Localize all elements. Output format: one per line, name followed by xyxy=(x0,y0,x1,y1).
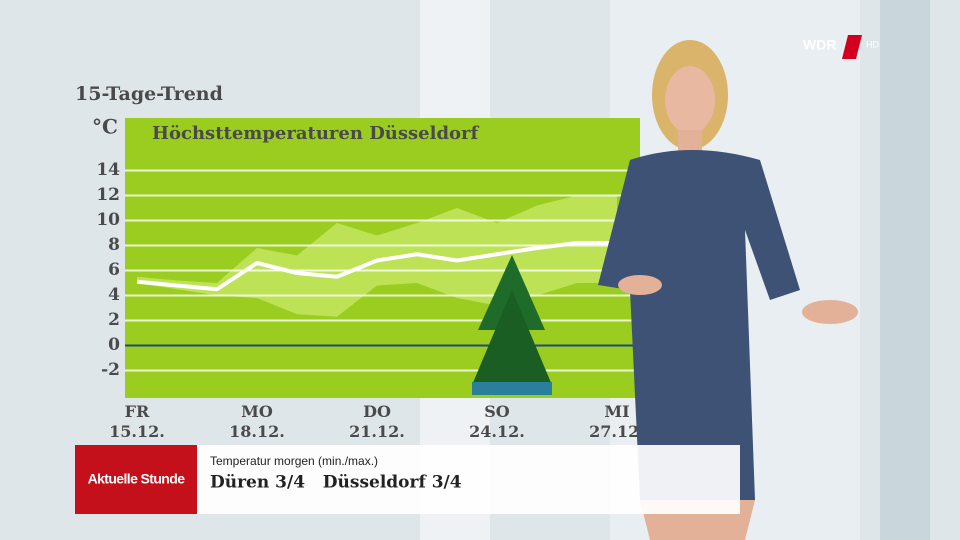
chart-title: Höchsttemperaturen Düsseldorf xyxy=(152,123,480,144)
tree-bottom xyxy=(472,290,552,385)
plot: -2 0 2 4 6 8 10 12 14 FR 15.12. MO 18.12. DO 21.12. SO 2… xyxy=(96,118,645,441)
trend-label: 15-Tage-Trend xyxy=(75,83,223,105)
logo-mark xyxy=(842,35,862,59)
y-tick-label: 2 xyxy=(108,310,120,330)
y-tick-label: 12 xyxy=(96,185,120,205)
logo-text: WDR xyxy=(803,37,836,53)
presenter xyxy=(598,40,858,540)
ticker-brand: Aktuelle Stunde xyxy=(88,471,186,487)
hand xyxy=(802,300,858,324)
y-tick-label: 0 xyxy=(108,335,120,355)
studio-panel xyxy=(880,0,930,540)
presents xyxy=(472,382,552,395)
y-axis-label: °C xyxy=(92,115,118,139)
ticker-box xyxy=(197,445,740,514)
x-tick-label: SO 24.12. xyxy=(469,402,525,441)
ticker-brand-box xyxy=(75,445,197,514)
christmas-tree xyxy=(472,255,552,395)
y-tick-label: 14 xyxy=(96,160,120,180)
ticker-text: Düren 3/4 Düsseldorf 3/4 xyxy=(210,473,462,493)
temperature-line xyxy=(136,241,617,292)
dress xyxy=(598,150,800,500)
y-tick-label: 6 xyxy=(108,260,120,280)
logo: WDR HD xyxy=(803,35,879,59)
face xyxy=(665,66,715,134)
y-tick-label: -2 xyxy=(101,360,120,380)
x-tick-label: MO 18.12. xyxy=(229,402,285,441)
logo-suffix: HD xyxy=(866,39,879,49)
x-tick-label: MI 27.12. xyxy=(589,402,645,441)
y-tick-label: 10 xyxy=(96,210,120,230)
hand xyxy=(618,275,662,295)
ticker-caption: Temperatur morgen (min./max.) xyxy=(210,454,378,468)
range-band xyxy=(137,195,617,317)
y-tick-label: 4 xyxy=(108,285,120,305)
x-tick-label: DO 21.12. xyxy=(349,402,405,441)
x-tick-label: FR 15.12. xyxy=(109,402,165,441)
y-tick-label: 8 xyxy=(108,235,120,255)
